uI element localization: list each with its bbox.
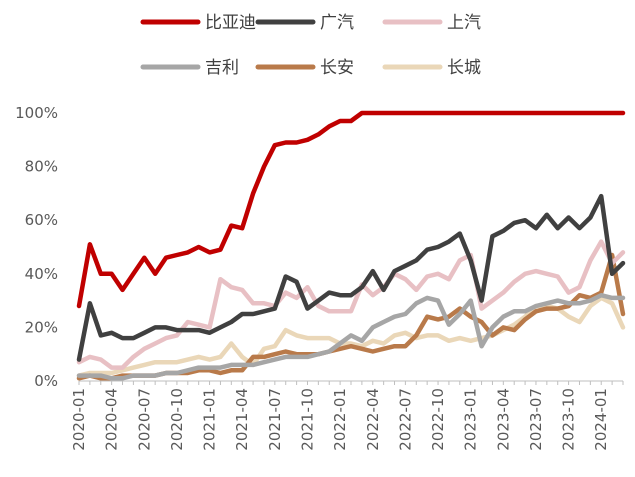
x-tick-label: 2023-04 <box>494 388 512 451</box>
x-tick-label: 2023-07 <box>527 388 545 451</box>
x-tick-label: 2020-10 <box>168 388 186 451</box>
series-line-0 <box>76 110 626 309</box>
legend-item: 广汽 <box>255 13 354 33</box>
x-tick-label: 2022-01 <box>331 388 349 451</box>
series-line-3 <box>76 292 626 381</box>
y-axis: 0% 20% 40% 60% 80% 100% <box>15 104 58 390</box>
legend-item: 长城 <box>382 58 481 78</box>
y-tick-label: 80% <box>25 158 58 176</box>
legend-item: 吉利 <box>140 58 239 78</box>
x-tick-label: 2021-10 <box>298 388 316 451</box>
series-line-1 <box>76 193 626 362</box>
legend-label: 吉利 <box>205 58 239 78</box>
legend-label: 长安 <box>320 58 354 78</box>
y-tick-label: 0% <box>34 372 58 390</box>
legend-item: 上汽 <box>382 13 481 33</box>
series-line-2 <box>76 239 626 370</box>
x-tick-label: 2023-10 <box>560 388 578 451</box>
legend-label: 广汽 <box>320 13 354 33</box>
legend-label: 上汽 <box>447 13 481 33</box>
x-tick-label: 2020-07 <box>135 388 153 451</box>
y-tick-label: 20% <box>25 318 58 336</box>
x-tick-label: 2021-07 <box>266 388 284 451</box>
x-tick-label: 2024-01 <box>592 388 610 451</box>
y-tick-label: 100% <box>15 104 58 122</box>
legend-item: 比亚迪 <box>140 13 256 33</box>
x-tick-label: 2020-04 <box>103 388 121 451</box>
x-tick-label: 2022-07 <box>396 388 414 451</box>
legend-label: 比亚迪 <box>205 13 256 33</box>
y-tick-label: 60% <box>25 211 58 229</box>
x-tick-label: 2023-01 <box>462 388 480 451</box>
series-layer <box>76 110 626 381</box>
legend-item: 长安 <box>255 58 354 78</box>
y-tick-label: 40% <box>25 265 58 283</box>
x-tick-label: 2020-01 <box>70 388 88 451</box>
x-tick-label: 2022-10 <box>429 388 447 451</box>
x-tick-label: 2021-04 <box>233 388 251 451</box>
x-axis: 2020-01 2020-04 2020-07 2020-10 2021-01 2021-… <box>70 380 624 451</box>
x-tick-label: 2022-04 <box>364 388 382 451</box>
legend-label: 长城 <box>447 58 481 78</box>
x-tick-label: 2021-01 <box>201 388 219 451</box>
